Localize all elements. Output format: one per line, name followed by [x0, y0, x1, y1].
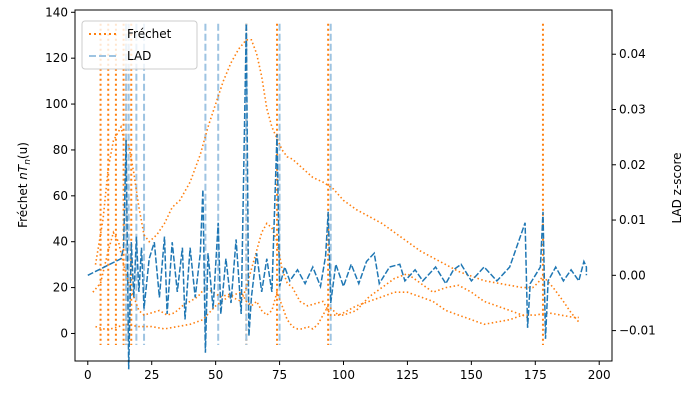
legend: Fréchet LAD: [81, 20, 198, 70]
lad-vline-layer: [125, 23, 332, 345]
frechet-curve-layer: [92, 38, 580, 330]
legend-frechet-label: Fréchet: [127, 27, 172, 41]
left-axis-label-prefix: Fréchet: [16, 180, 30, 228]
frechet-curve-middle: [92, 222, 579, 319]
y-right-tick-label-3: 0.02: [619, 158, 646, 172]
y-left-tick-label-60: 60: [53, 189, 68, 203]
y-left-tick-label-100: 100: [45, 97, 68, 111]
x-tick-label-125: 125: [396, 368, 419, 382]
y-left-tick-label-0: 0: [60, 326, 68, 340]
y-right-tick-label-1: 0.00: [619, 268, 646, 282]
x-tick-label-150: 150: [460, 368, 483, 382]
y-right-tick-label-0: −0.01: [619, 324, 656, 338]
legend-lad-label: LAD: [127, 49, 151, 63]
x-tick-label-25: 25: [144, 368, 159, 382]
tick-layer: 0 25 50 75 100 125 150 175 200 0 20 40 60 80 100 120 140…: [45, 5, 656, 382]
y-left-tick-label-80: 80: [53, 143, 68, 157]
lad-zscore-line: [87, 23, 588, 370]
frechet-curve-lower: [95, 289, 528, 330]
x-tick-label-175: 175: [524, 368, 547, 382]
left-axis-label-suffix: (u): [16, 142, 30, 159]
y-right-tick-label-2: 0.01: [619, 213, 646, 227]
y-right-tick-label-5: 0.04: [619, 47, 646, 61]
left-axis-label: Fréchet nTn(u): [16, 142, 33, 228]
left-axis-label-sub: n: [23, 159, 33, 165]
y-right-tick-label-4: 0.03: [619, 102, 646, 116]
x-tick-label-75: 75: [272, 368, 287, 382]
x-tick-label-200: 200: [588, 368, 611, 382]
y-left-tick-label-120: 120: [45, 51, 68, 65]
x-tick-label-50: 50: [208, 368, 223, 382]
x-tick-label-0: 0: [84, 368, 92, 382]
x-tick-label-100: 100: [332, 368, 355, 382]
lad-series-layer: [87, 23, 588, 370]
y-left-tick-label-20: 20: [53, 281, 68, 295]
y-left-tick-label-140: 140: [45, 5, 68, 19]
y-left-tick-label-40: 40: [53, 235, 68, 249]
right-axis-label: LAD z-score: [670, 152, 684, 223]
left-axis-label-var: nT: [16, 163, 30, 180]
